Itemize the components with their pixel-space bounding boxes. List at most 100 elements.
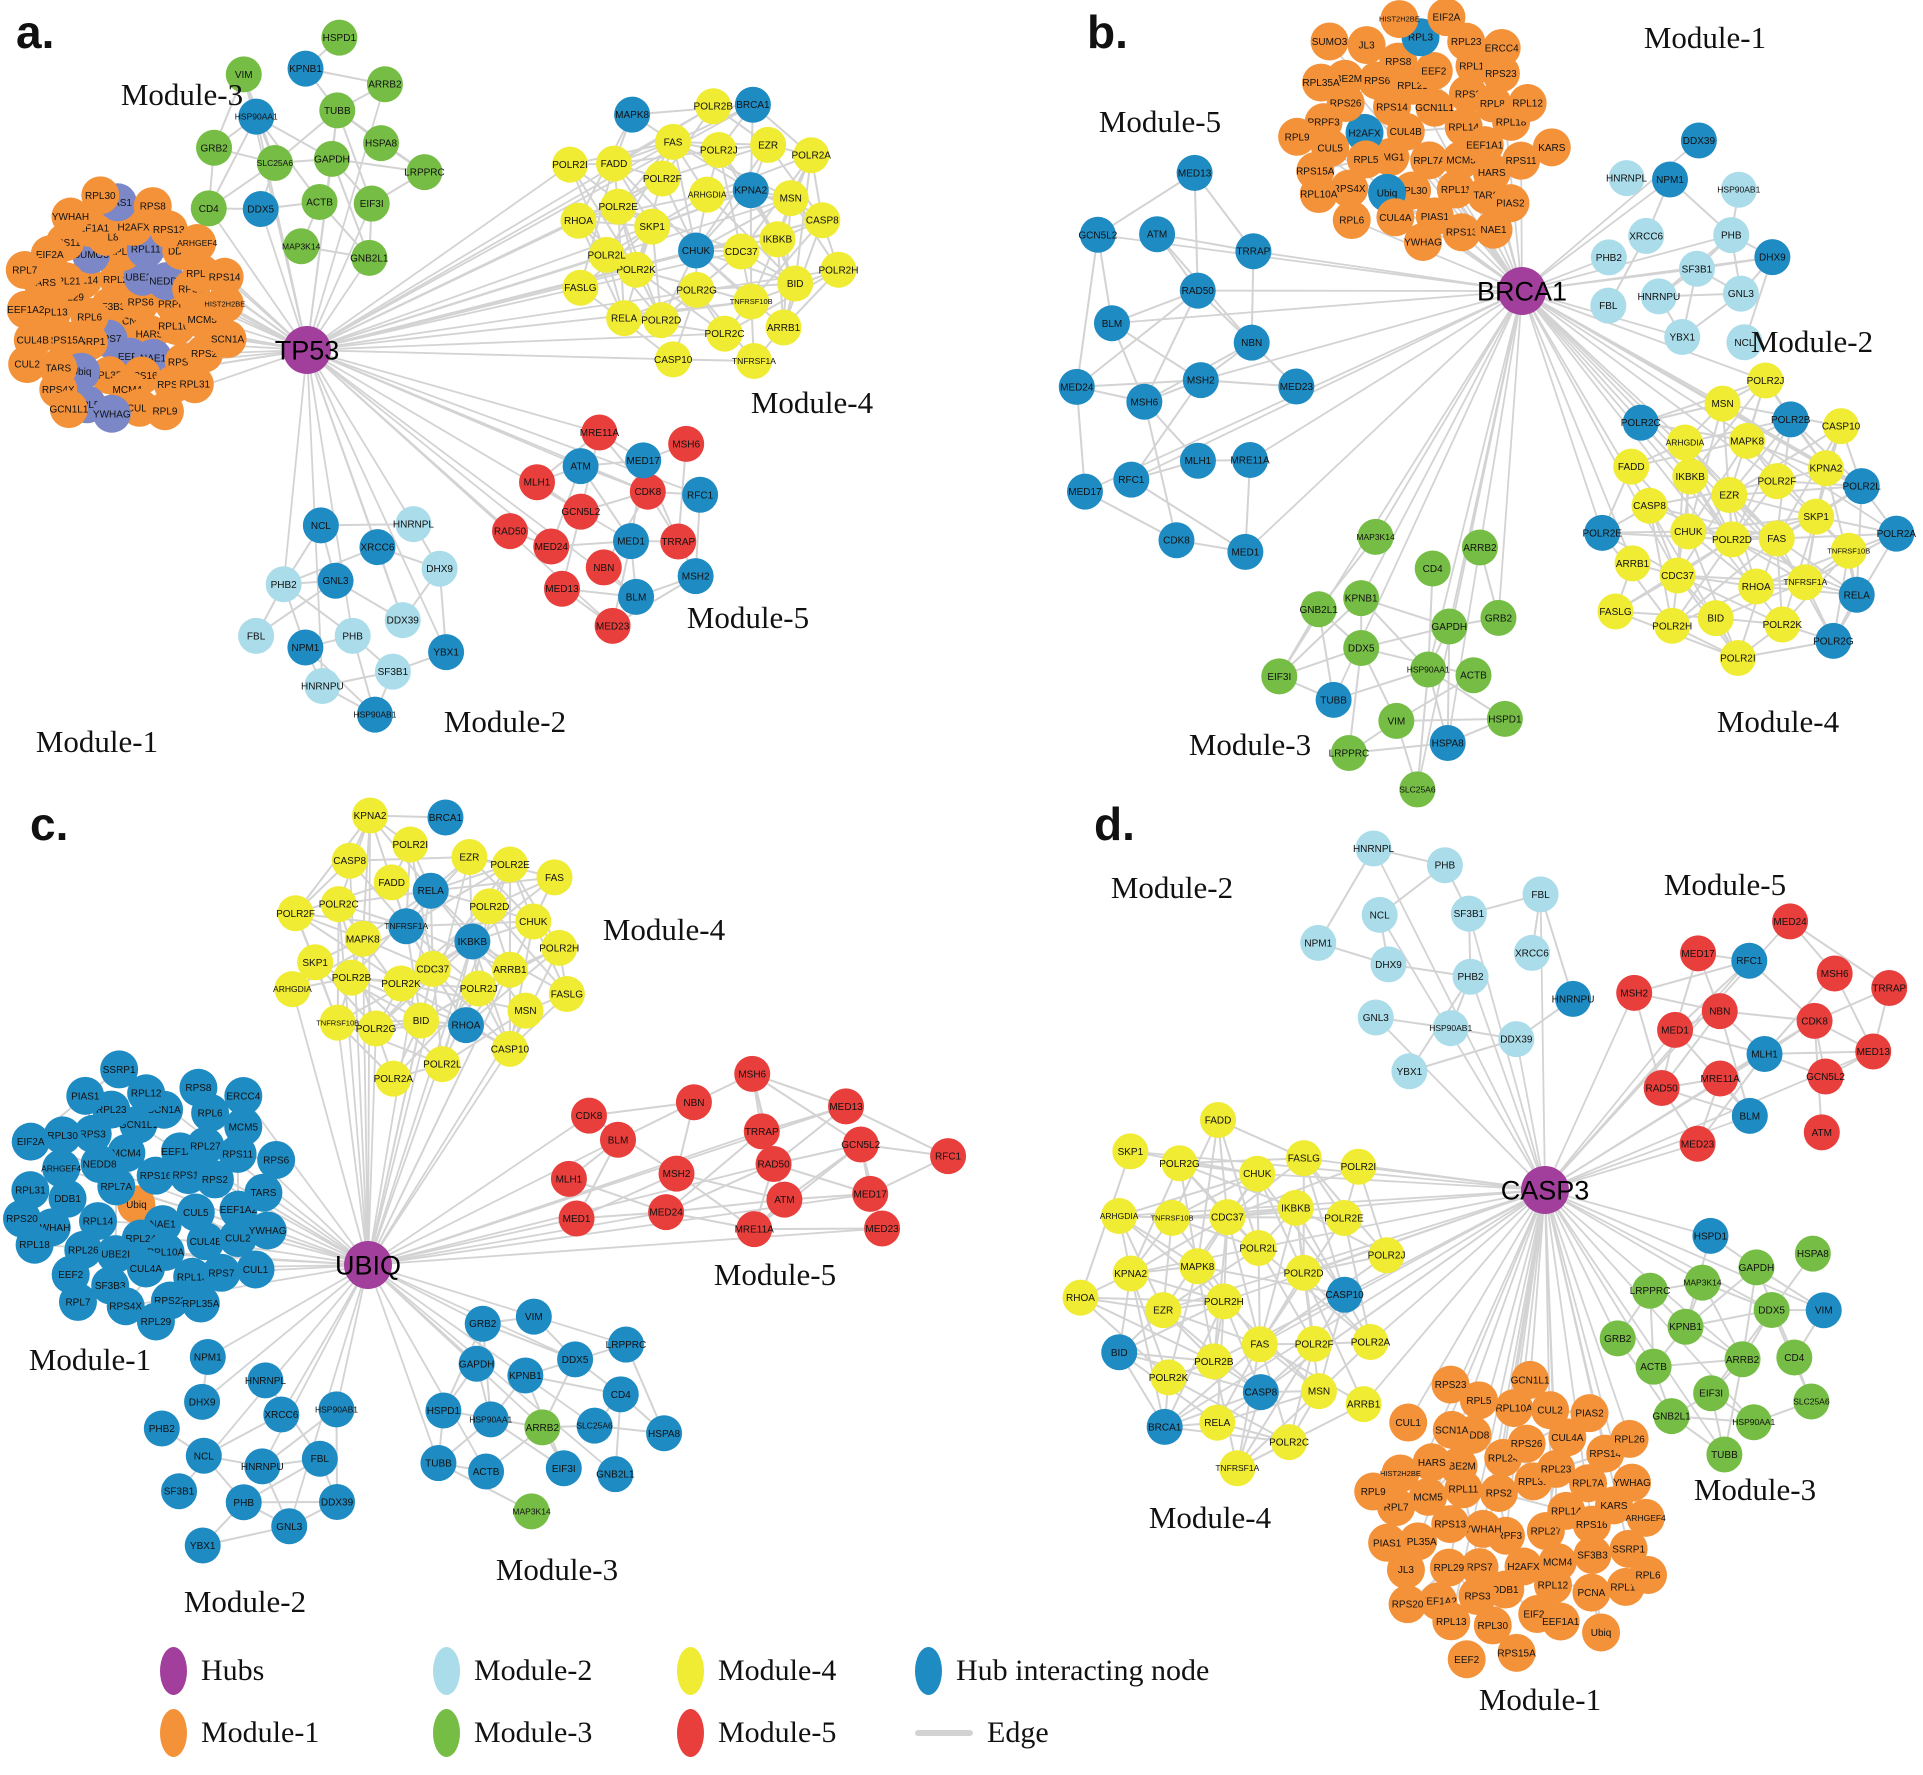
node-a-GNL3	[317, 562, 354, 599]
node-label-b-RPS8: RPS8	[1385, 57, 1412, 68]
node-d-GRB2	[1599, 1320, 1636, 1357]
node-c-TNFRSF1A	[388, 908, 425, 945]
module-label-b-module2: Module-2	[1751, 324, 1873, 359]
node-label-a-TNFRSF1A: TNFRSF1A	[732, 356, 776, 366]
node-c-GAPDH	[458, 1345, 495, 1382]
legend-item-edge: Edge	[915, 1718, 1335, 1748]
node-label-b-GCN5L2: GCN5L2	[1078, 230, 1117, 241]
node-c-POLR2H	[541, 929, 578, 966]
hub-edge	[306, 250, 742, 351]
node-b-MED24	[1058, 368, 1095, 405]
node-d-CASP8	[1242, 1374, 1279, 1411]
node-b-ARRB1	[1614, 545, 1651, 582]
node-label-b-CASP10: CASP10	[1822, 422, 1861, 433]
node-label-a-POLR2F: POLR2F	[643, 174, 682, 185]
node-b-KPNA2	[1807, 450, 1844, 487]
node-d-POLR2H	[1205, 1283, 1242, 1320]
node-d-SCN1A	[1432, 1410, 1471, 1449]
edge	[845, 1105, 949, 1158]
node-c-DDX5	[557, 1341, 594, 1378]
node-b-IKBKB	[1672, 458, 1709, 495]
module-5-swatch-icon	[677, 1709, 704, 1757]
hub-edge	[367, 1211, 667, 1266]
node-label-a-LRPPRC: LRPPRC	[404, 168, 445, 179]
node-label-c-HSPD1: HSPD1	[427, 1406, 461, 1417]
edge	[665, 1163, 774, 1214]
edge	[1257, 1247, 1316, 1345]
node-label-d-RPS26: RPS26	[1511, 1439, 1543, 1450]
node-label-d-HIST2H2BE: HIST2H2BE	[1380, 1469, 1421, 1478]
hub-edge	[1362, 1189, 1546, 1405]
hub-edge	[1544, 1189, 1726, 1455]
node-c-CUL1	[236, 1250, 275, 1289]
module-label-b-module5: Module-5	[1099, 104, 1221, 139]
node-label-a-ARRB2: ARRB2	[368, 80, 402, 91]
node-c-FAS	[536, 859, 573, 896]
node-c-CUL4A	[126, 1249, 165, 1288]
node-a-VIM	[225, 56, 262, 93]
edge	[1213, 1293, 1346, 1363]
node-label-c-GNB2L1: GNB2L1	[596, 1470, 635, 1481]
node-a-CD4	[190, 190, 227, 227]
node-label-c-ACTB: ACTB	[473, 1467, 500, 1478]
node-d-POLR2G	[1161, 1145, 1198, 1182]
node-label-d-POLR2J: POLR2J	[1368, 1251, 1406, 1262]
node-c-GNL3	[271, 1508, 308, 1545]
node-b-ARRB2	[1461, 529, 1498, 566]
node-d-MLH1	[1746, 1035, 1783, 1072]
node-c-MED13	[828, 1088, 865, 1125]
node-label-d-NPM1: NPM1	[1304, 938, 1332, 949]
node-label-d-RPL24: RPL24	[1488, 1453, 1519, 1464]
node-a-GRB2	[196, 129, 233, 166]
node-label-c-POLR2A: POLR2A	[374, 1074, 414, 1085]
node-label-d-LRPPRC: LRPPRC	[1630, 1286, 1671, 1297]
node-d-RPL6	[1629, 1556, 1668, 1595]
hub-edge	[306, 349, 379, 548]
node-label-a-ATM: ATM	[570, 462, 590, 473]
hub-edge	[1544, 1115, 1751, 1191]
node-label-d-RPS2: RPS2	[1486, 1488, 1513, 1499]
node-label-c-RFC1: RFC1	[935, 1152, 962, 1163]
node-c-RPL14	[79, 1202, 118, 1241]
node-label-a-RPS6: RPS6	[128, 298, 155, 309]
edge	[1688, 515, 1817, 533]
hub-edge	[1257, 1172, 1546, 1191]
edge	[1118, 1300, 1225, 1354]
edge	[1729, 485, 1862, 497]
node-a-GNB2L1	[351, 239, 388, 276]
node-label-a-MSH2: MSH2	[682, 572, 710, 583]
node-d-KPNB1	[1667, 1308, 1704, 1345]
edge	[665, 1198, 785, 1214]
node-label-a-POLR2B: POLR2B	[694, 102, 734, 113]
node-label-d-RPL7: RPL7	[1384, 1503, 1409, 1514]
node-c-RPL29	[136, 1302, 175, 1341]
legend-item-hubs: Hubs	[160, 1647, 433, 1695]
node-label-c-RPS20: RPS20	[6, 1214, 38, 1225]
node-d-TRRAP	[1871, 969, 1908, 1006]
edge	[1258, 1207, 1297, 1345]
node-label-c-YBX1: YBX1	[190, 1541, 216, 1552]
node-label-d-RPS15A: RPS15A	[1497, 1648, 1536, 1659]
node-d-BRCA1	[1146, 1408, 1183, 1445]
hub-edge	[259, 208, 308, 351]
node-label-c-ARHGDIA: ARHGDIA	[273, 984, 312, 994]
edge	[1696, 1053, 1766, 1145]
node-a-NPM1	[287, 629, 324, 666]
node-c-BRCA1	[427, 799, 464, 836]
node-label-d-GAPDH: GAPDH	[1739, 1263, 1775, 1274]
node-label-d-PHB: PHB	[1435, 861, 1456, 872]
hub-edge	[1544, 1189, 1773, 1311]
node-b-GRB2	[1480, 599, 1517, 636]
node-label-c-MED13: MED13	[829, 1102, 863, 1113]
node-b-SUMO3	[1310, 22, 1349, 61]
node-label-d-RPL10A: RPL10A	[1495, 1404, 1533, 1415]
edge	[361, 815, 372, 939]
node-label-b-HSP90AB1: HSP90AB1	[1717, 185, 1760, 195]
node-a-YWHAG	[92, 394, 131, 433]
node-label-a-SKP1: SKP1	[639, 222, 665, 233]
node-label-a-CUL1: CUL1	[127, 403, 153, 414]
node-d-ARHGEF4	[1626, 1498, 1665, 1537]
node-d-POLR2D	[1285, 1254, 1322, 1291]
node-label-c-PHB2: PHB2	[149, 1424, 176, 1435]
edge	[1179, 1157, 1304, 1165]
